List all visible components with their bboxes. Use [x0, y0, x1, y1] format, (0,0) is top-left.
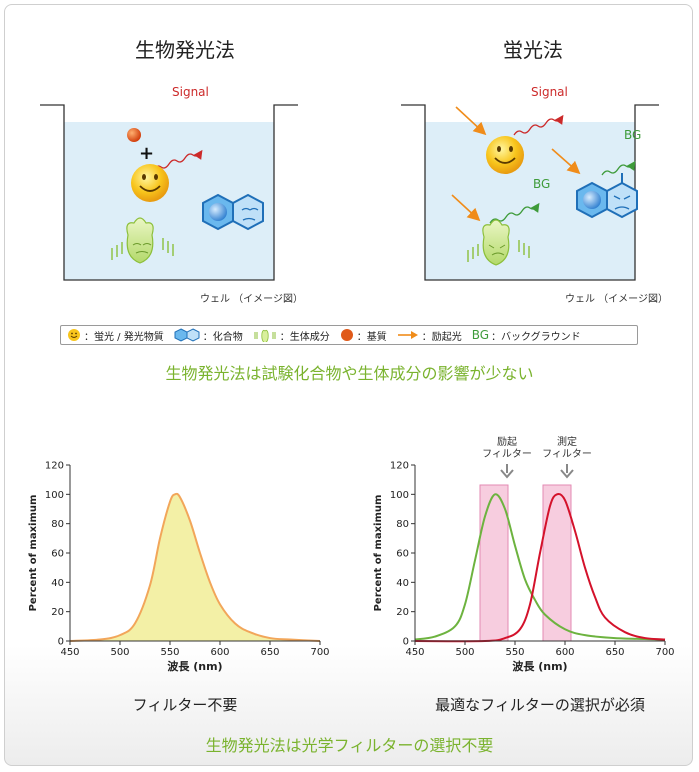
- headline-top: 生物発光法は試験化合物や生体成分の影響が少ない: [165, 364, 534, 383]
- legend-label: ：バックグラウンド: [491, 331, 581, 343]
- measurement-filter-label: 測定 フィルター: [537, 437, 597, 461]
- series-line-emission: [414, 492, 666, 643]
- y-tick-label: 40: [396, 578, 409, 589]
- y-tick-label: 60: [396, 549, 409, 560]
- x-tick-label: 600: [210, 647, 229, 658]
- filter-band: [542, 484, 572, 642]
- x-tick-label: 650: [260, 647, 279, 658]
- x-tick-label: 450: [405, 647, 424, 658]
- y-tick-label: 100: [45, 490, 64, 501]
- y-tick-label: 120: [45, 461, 64, 472]
- well-left: +: [40, 104, 298, 281]
- compound-icon: [202, 193, 264, 231]
- biomolecule-icon: [254, 329, 276, 342]
- substrate-icon: [127, 128, 141, 142]
- y-tick-label: 20: [396, 607, 409, 618]
- x-tick-label: 500: [110, 647, 129, 658]
- y-tick-label: 80: [396, 519, 409, 530]
- y-axis-label: Percent of maximum: [373, 495, 384, 612]
- legend-item-excitation: ：励起光: [397, 328, 462, 343]
- bg-wave: [601, 160, 636, 176]
- x-tick-label: 450: [60, 647, 79, 658]
- down-arrow-icon: [500, 464, 514, 479]
- legend-item-luminescent: ：蛍光 / 発光物質: [67, 328, 164, 343]
- compound-icon: [576, 173, 638, 219]
- y-tick-label: 80: [51, 519, 64, 530]
- plus-icon: +: [139, 143, 154, 164]
- well-label-left: ウェル （イメージ図）: [200, 294, 303, 305]
- series-area: [70, 493, 320, 641]
- filter-arrows: [500, 464, 574, 479]
- x-tick-label: 700: [655, 647, 674, 658]
- signal-wave-left: [152, 149, 203, 171]
- excitation-arrow: [451, 194, 481, 222]
- legend-label: ：励起光: [421, 331, 462, 343]
- bioluminescence-title: 生物発光法: [135, 38, 235, 62]
- y-tick-label: 0: [58, 637, 64, 648]
- legend-label: ：蛍光 / 発光物質: [84, 331, 164, 343]
- well-diagrams: +: [40, 104, 659, 281]
- y-tick-label: 0: [403, 637, 409, 648]
- caption-left: フィルター不要: [132, 696, 238, 714]
- smiley-icon: [68, 329, 80, 341]
- legend-label: ：化合物: [202, 331, 243, 343]
- series-line: [69, 492, 321, 642]
- legend: ：蛍光 / 発光物質 ：化合物 ：生体成分 ：基質 ：励起光 BG ：バックグラ…: [60, 325, 638, 345]
- bg-label-2: BG: [624, 128, 642, 142]
- well-label-right: ウェル （イメージ図）: [565, 294, 668, 305]
- x-tick-label: 550: [160, 647, 179, 658]
- x-tick-label: 500: [455, 647, 474, 658]
- excitation-arrow: [551, 148, 581, 175]
- x-tick-label: 700: [310, 647, 329, 658]
- chart-right: 0 20 40 60 80 100 120 450 500 550 600 650 700 波長 (nm)…: [373, 461, 675, 674]
- y-tick-label: 40: [51, 578, 64, 589]
- bg-label-1: BG: [533, 177, 551, 191]
- headline-bottom: 生物発光法は光学フィルターの選択不要: [205, 736, 494, 755]
- fluorescence-title: 蛍光法: [503, 38, 563, 62]
- excitation-arrow: [455, 106, 487, 136]
- x-tick-label: 550: [505, 647, 524, 658]
- substrate-icon: [340, 329, 353, 341]
- chart-left: 0 20 40 60 80 100 120 450 500 550 600 650 700 波長 (nm)…: [28, 461, 330, 674]
- legend-item-background: BG ：バックグラウンド: [472, 328, 581, 343]
- caption-right: 最適なフィルターの選択が必須: [435, 696, 645, 714]
- legend-item-substrate: ：基質: [340, 328, 387, 343]
- legend-label: ：生体成分: [279, 331, 330, 343]
- signal-label-left: Signal: [172, 85, 209, 99]
- y-tick-label: 120: [390, 461, 409, 472]
- x-tick-label: 600: [555, 647, 574, 658]
- signal-wave-right: [513, 114, 564, 136]
- well-right: [401, 104, 659, 281]
- excitation-filter-label: 励起 フィルター: [477, 437, 537, 461]
- legend-label: ：基質: [356, 331, 387, 343]
- y-tick-label: 60: [51, 549, 64, 560]
- excitation-filter-label-line2: フィルター: [482, 449, 532, 460]
- arrow-icon: [397, 331, 418, 339]
- filter-band: [479, 484, 509, 642]
- measurement-filter-label-line2: フィルター: [542, 449, 592, 460]
- biomolecule-icon: [111, 217, 174, 264]
- biomolecule-icon: [467, 219, 530, 266]
- series-line-excitation: [414, 493, 666, 641]
- x-tick-label: 650: [605, 647, 624, 658]
- y-tick-label: 20: [51, 607, 64, 618]
- smiley-icon: [131, 164, 169, 202]
- down-arrow-icon: [560, 464, 574, 479]
- smiley-icon: [486, 136, 524, 174]
- x-axis-label: 波長 (nm): [512, 659, 567, 673]
- bg-symbol: BG: [471, 328, 490, 342]
- legend-item-compound: ：化合物: [174, 328, 243, 343]
- compound-icon: [174, 328, 200, 342]
- x-axis-label: 波長 (nm): [167, 659, 222, 673]
- y-axis-label: Percent of maximum: [28, 495, 39, 612]
- excitation-filter-label-line1: 励起: [497, 437, 517, 448]
- signal-label-right: Signal: [531, 85, 568, 99]
- y-tick-label: 100: [390, 490, 409, 501]
- measurement-filter-label-line1: 測定: [557, 437, 577, 448]
- legend-item-biomolecule: ：生体成分: [253, 328, 330, 343]
